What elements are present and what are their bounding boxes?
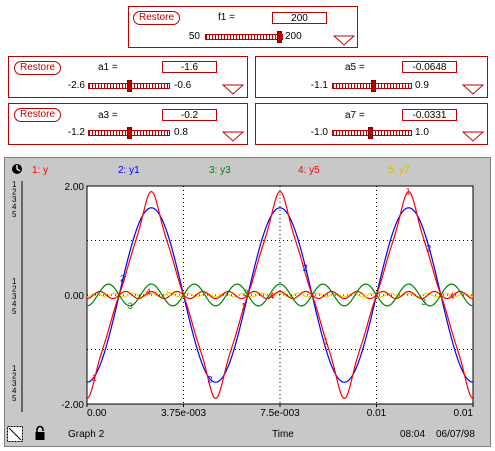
x-axis-label: Time: [272, 429, 294, 440]
date-stamp: 06/07/98: [436, 429, 475, 440]
a1-min-label: -2.6: [67, 80, 85, 91]
legend-item-y: 1: y: [32, 165, 49, 176]
f1-min-label: 50: [188, 31, 200, 42]
a7-slider[interactable]: [332, 127, 412, 139]
resize-handle-icon[interactable]: [7, 426, 23, 445]
legend-item-y5: 4: y5: [298, 165, 320, 176]
a5-min-label: -1.1: [310, 80, 328, 91]
a3-value-field[interactable]: -0.2: [162, 109, 217, 121]
a1-max-label: -0.6: [174, 80, 192, 91]
legend-item-y1: 2: y1: [118, 165, 140, 176]
f1-slider[interactable]: [205, 31, 283, 43]
legend-item-y3: 3: y3: [209, 165, 231, 176]
a7-max-label: 1.0: [415, 127, 429, 138]
time-stamp: 08:04: [400, 429, 426, 440]
a5-label: a5 =: [345, 62, 365, 73]
f1-value-field[interactable]: 200: [272, 12, 327, 24]
a3-slider-thumb[interactable]: [127, 127, 132, 139]
pin-icon[interactable]: [11, 163, 23, 178]
a3-restore-button[interactable]: Restore: [14, 108, 62, 122]
a1-slider-thumb[interactable]: [127, 80, 132, 92]
a7-value-field[interactable]: -0.0331: [402, 109, 457, 121]
graph-name: Graph 2: [68, 429, 105, 440]
a7-min-label: -1.0: [310, 127, 328, 138]
f1-max-label: 200: [285, 31, 302, 42]
a1-restore-button[interactable]: Restore: [14, 61, 62, 75]
a1-slider[interactable]: [88, 80, 170, 92]
f1-slider-thumb[interactable]: [277, 31, 282, 43]
lock-icon[interactable]: [34, 425, 46, 444]
a3-slider[interactable]: [88, 127, 170, 139]
f1-restore-button[interactable]: Restore: [133, 11, 181, 25]
a1-value-field[interactable]: -1.6: [162, 61, 217, 73]
a5-value-field[interactable]: -0.0648: [402, 61, 457, 73]
a5-max-label: 0.9: [415, 80, 429, 91]
a5-slider-thumb[interactable]: [371, 80, 376, 92]
a3-max-label: 0.8: [174, 127, 188, 138]
a3-label: a3 =: [98, 110, 118, 121]
legend-item-y7: 5: y7: [388, 165, 410, 176]
graph-panel: [4, 157, 491, 447]
a5-slider[interactable]: [332, 80, 412, 92]
f1-label: f1 =: [218, 12, 235, 23]
a7-label: a7 =: [345, 110, 365, 121]
a7-slider-thumb[interactable]: [368, 127, 373, 139]
a1-label: a1 =: [98, 62, 118, 73]
a3-min-label: -1.2: [67, 127, 85, 138]
